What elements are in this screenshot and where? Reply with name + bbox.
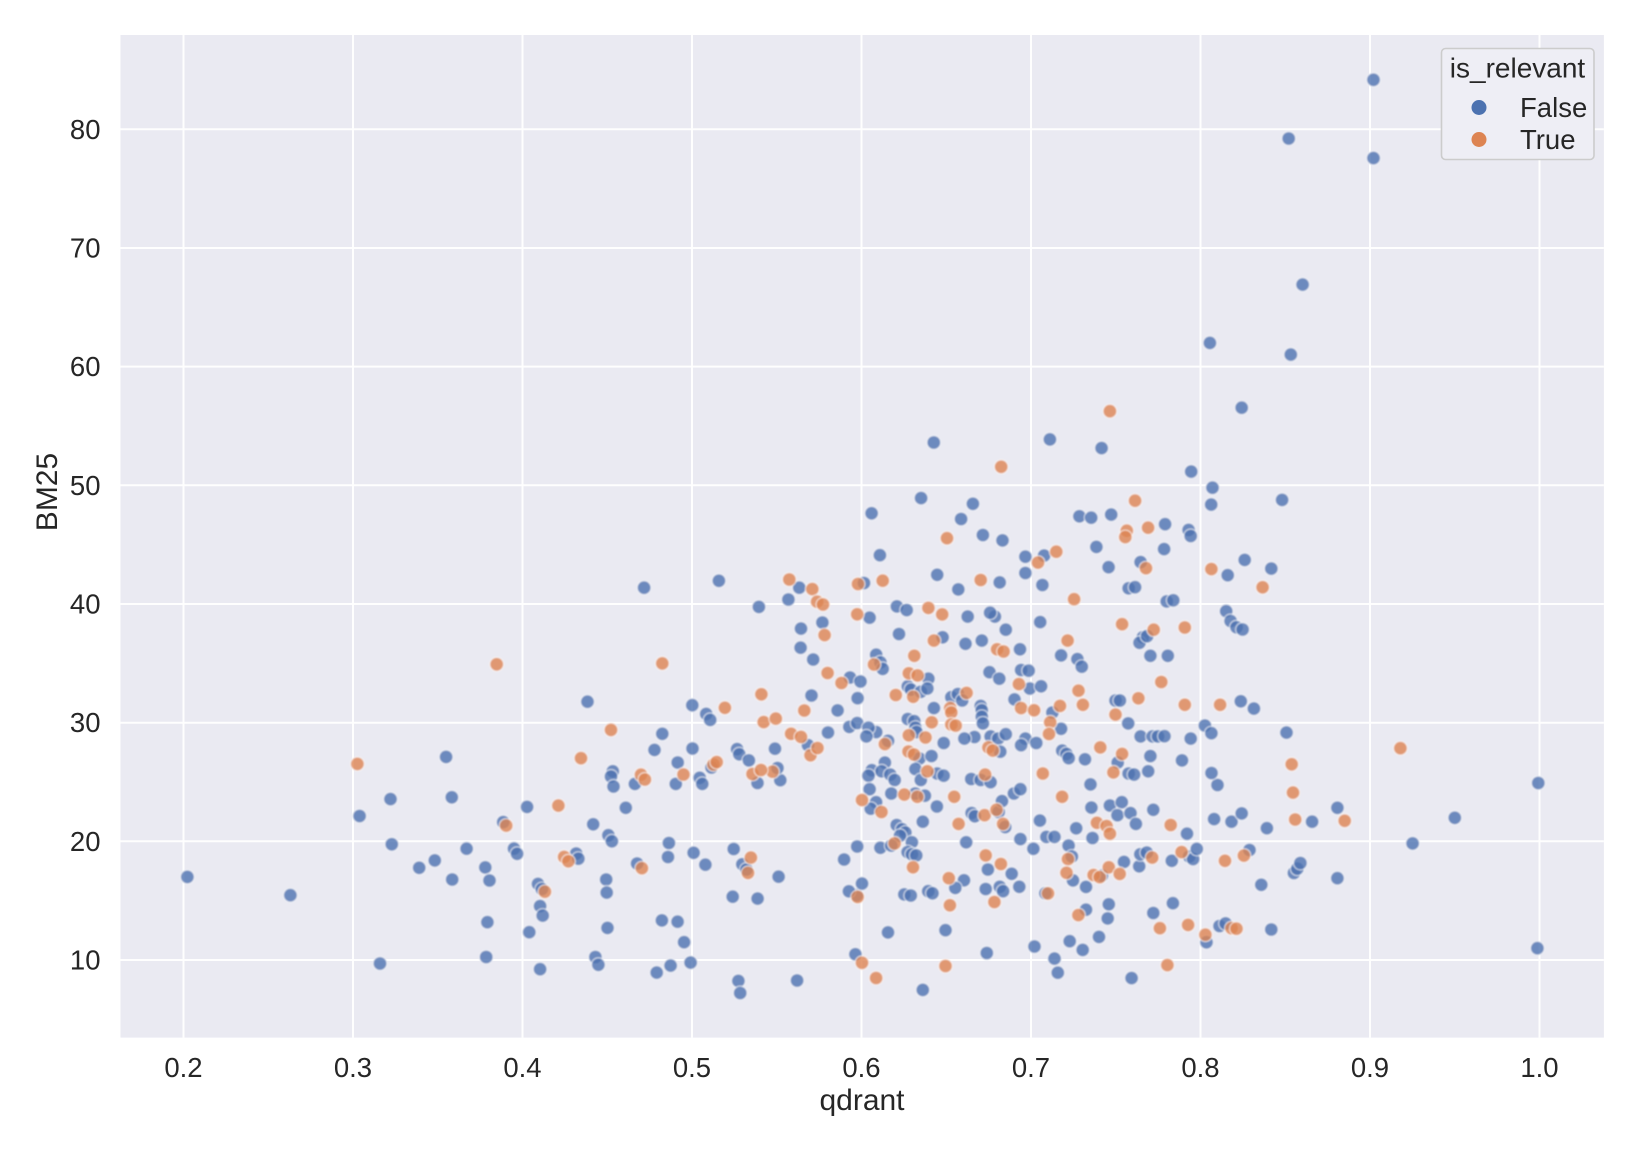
svg-text:0.4: 0.4 [503, 1052, 541, 1083]
svg-text:is_relevant: is_relevant [1450, 53, 1586, 84]
svg-text:0.2: 0.2 [164, 1052, 202, 1083]
svg-text:0.5: 0.5 [673, 1052, 711, 1083]
svg-text:60: 60 [70, 351, 101, 382]
svg-text:10: 10 [70, 945, 101, 976]
svg-text:BM25: BM25 [31, 453, 64, 531]
svg-text:0.7: 0.7 [1012, 1052, 1050, 1083]
svg-text:70: 70 [70, 233, 101, 264]
svg-text:0.6: 0.6 [842, 1052, 880, 1083]
svg-text:False: False [1520, 92, 1587, 123]
svg-text:0.3: 0.3 [334, 1052, 372, 1083]
svg-text:80: 80 [70, 114, 101, 145]
svg-text:1.0: 1.0 [1520, 1052, 1558, 1083]
svg-text:30: 30 [70, 707, 101, 738]
svg-text:40: 40 [70, 589, 101, 620]
svg-text:20: 20 [70, 826, 101, 857]
svg-text:50: 50 [70, 470, 101, 501]
svg-text:True: True [1520, 124, 1576, 155]
svg-text:0.8: 0.8 [1181, 1052, 1219, 1083]
svg-text:qdrant: qdrant [819, 1084, 905, 1117]
svg-text:0.9: 0.9 [1351, 1052, 1389, 1083]
